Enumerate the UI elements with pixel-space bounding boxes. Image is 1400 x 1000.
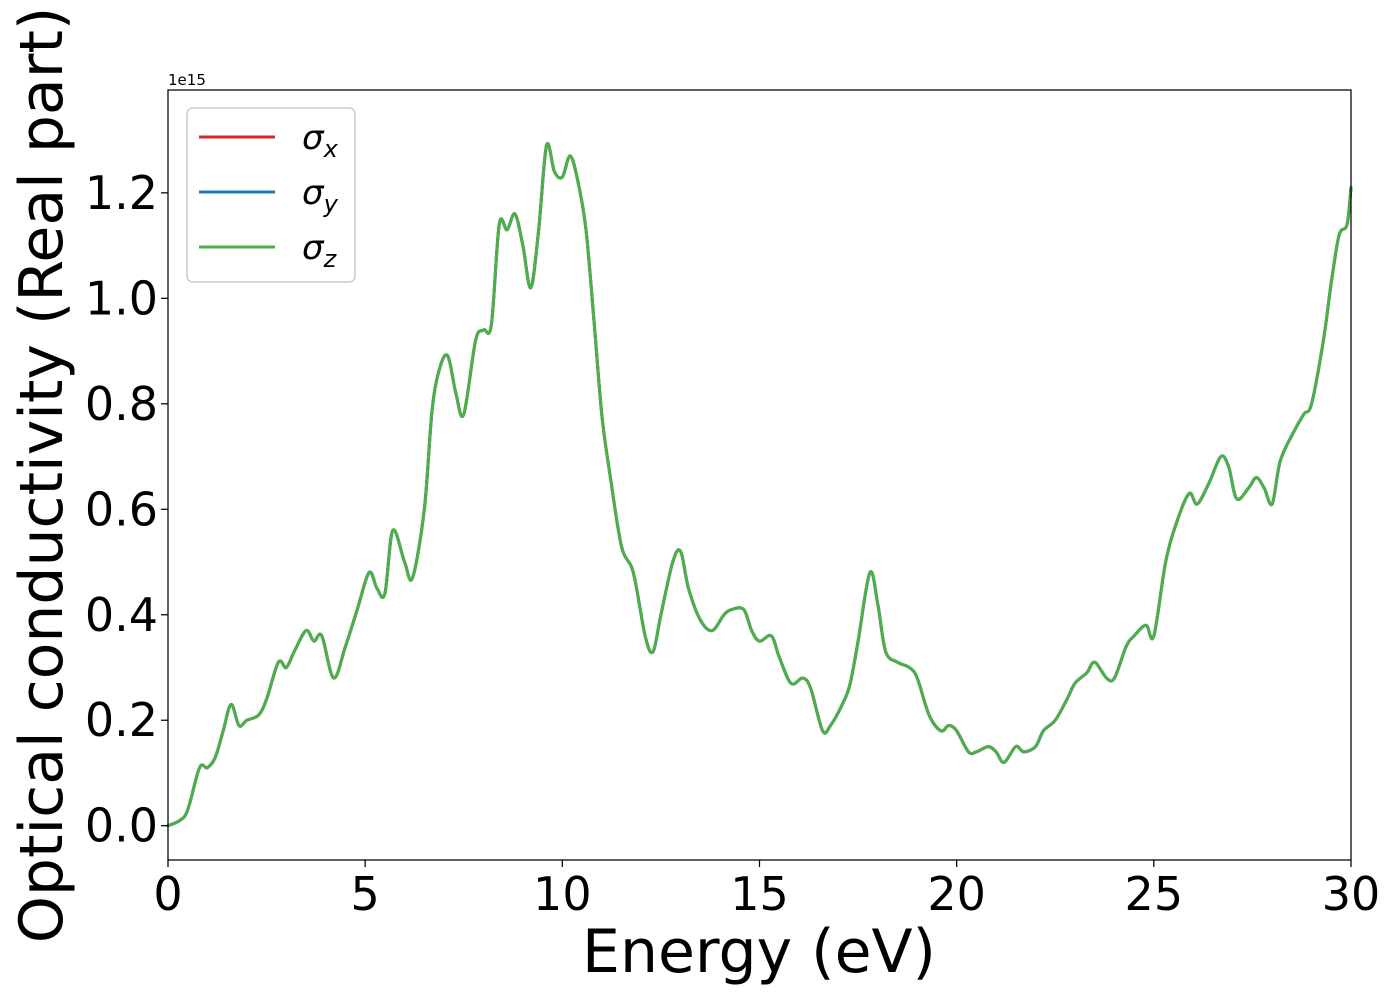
series-layer: [166, 142, 1353, 828]
legend-subscript: z: [323, 245, 338, 273]
y-tick-label: 1.2: [85, 166, 158, 220]
legend-symbol: σ: [302, 228, 325, 268]
plot-area: [168, 90, 1351, 860]
x-tick-label: 20: [927, 867, 986, 921]
legend-symbol: σ: [302, 173, 325, 213]
y-tick-label: 0.0: [85, 799, 158, 853]
x-axis-title: Energy (eV): [582, 917, 936, 987]
legend-subscript: y: [323, 190, 339, 218]
y-axis-title: Optical conductivity (Real part): [7, 7, 77, 944]
y-tick-label: 0.4: [85, 588, 158, 642]
x-tick-label: 0: [153, 867, 182, 921]
legend-label-z: σz: [302, 228, 338, 273]
legend-subscript: x: [323, 135, 339, 163]
y-tick-label: 0.2: [85, 693, 158, 747]
x-tick-label: 5: [351, 867, 380, 921]
series-line-z: [166, 142, 1353, 828]
legend-symbol: σ: [302, 118, 325, 158]
y-axis: 0.0 0.2 0.4 0.6 0.8 1.0 1.2: [85, 166, 168, 853]
x-tick-label: 10: [533, 867, 592, 921]
x-tick-label: 30: [1322, 867, 1381, 921]
y-tick-label: 0.6: [85, 482, 158, 536]
y-tick-label: 1.0: [85, 271, 158, 325]
legend-label-x: σx: [302, 118, 339, 163]
x-tick-label: 25: [1125, 867, 1184, 921]
x-axis: 0 5 10 15 20 25 30: [153, 860, 1380, 921]
y-offset-text: 1e15: [168, 71, 206, 89]
legend-label-y: σy: [302, 173, 339, 218]
x-tick-label: 15: [730, 867, 789, 921]
legend-frame: [186, 107, 356, 283]
y-tick-label: 0.8: [85, 377, 158, 431]
